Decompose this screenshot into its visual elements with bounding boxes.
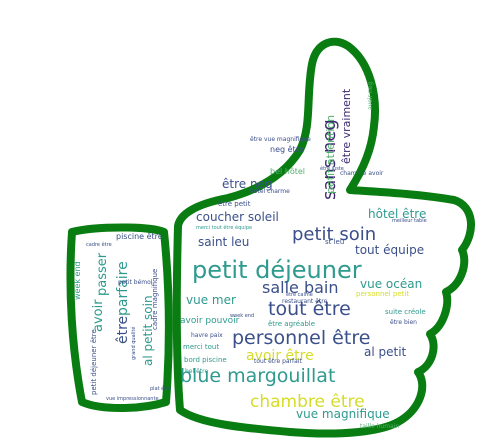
word-neg-etre: neg être <box>270 144 304 154</box>
word-vue-magnifique: vue magnifique <box>296 407 390 421</box>
word-havre-paix: havre paix <box>191 332 223 339</box>
word-vue-ocean: vue océan <box>360 277 422 291</box>
word-parfaire: parfaire <box>115 261 131 316</box>
word-piscine-etre: piscine être <box>116 231 163 241</box>
word-merci-tout: merci tout <box>183 343 219 351</box>
word-meilleur-table: meilleur table <box>392 218 427 224</box>
word-grand-qualite: grand qualité <box>130 327 137 360</box>
word-sans-neg: sans neg <box>319 119 340 200</box>
word-petit-attention: petit attention <box>324 115 337 194</box>
word-plat-etre: plat être <box>150 385 171 392</box>
word-etre-left: être <box>115 316 131 344</box>
thumb-hand-outline <box>172 37 476 438</box>
word-avoir: avoir <box>91 299 106 332</box>
word-al-petit-soin: al petit soin <box>141 295 155 366</box>
word-bel-etre: bel être <box>185 368 208 375</box>
word-bord-piscine: bord piscine <box>184 356 227 364</box>
word-suite-creole: suite créole <box>385 308 426 316</box>
word-cadre-etre: cadre être <box>86 241 112 248</box>
word-tout-equipe: tout équipe <box>355 243 424 257</box>
word-etre-vraiment: être vraiment <box>340 88 353 164</box>
word-avoir-pouvoir: avoir pouvoir <box>180 316 240 326</box>
word-chambre-etre: chambre être <box>250 392 365 412</box>
word-bel-hotel: bel hôtel <box>270 166 305 176</box>
word-st-leu: st leu <box>325 238 344 246</box>
word-blue-margouillat: blue margouillat <box>180 365 335 387</box>
word-etre-petit: être petit <box>218 200 251 208</box>
word-al-petit: al petit <box>364 345 407 359</box>
word-chambre-avoir: chambre avoir <box>340 170 384 177</box>
word-tout-etre-parfait: tout être parfait <box>254 358 302 365</box>
word-merci-tout-top: merci tout être équipe <box>196 224 252 231</box>
word-etre-juste: être juste <box>320 165 344 172</box>
word-etre-bien: être bien <box>390 319 417 326</box>
word-tout-etre: tout être <box>268 298 351 320</box>
word-petit-dejeuner-left: petit déjeuner être <box>90 329 98 395</box>
word-personnel-petit: personnel petit <box>356 290 409 298</box>
word-personnel-etre: personnel être <box>232 327 370 349</box>
word-vue-mer: vue mer <box>186 293 236 307</box>
word-cadre-magnifique: cadre magnifique <box>151 269 159 330</box>
word-petit-bemol: petit bémol <box>118 279 153 286</box>
word-avoir-etre-main: avoir être <box>246 348 314 364</box>
word-restaurant-etre: restaurant être <box>282 298 328 305</box>
word-taille-humain: taille humain <box>360 423 399 430</box>
word-saint-leu: saint leu <box>198 235 249 249</box>
word-avoir-neg: avoir neg <box>367 82 374 110</box>
word-hotel-charme: hôtel charme <box>250 188 290 195</box>
word-vue-impressionnante: vue impressionnante <box>106 396 159 402</box>
word-week-end: week end <box>73 261 82 300</box>
word-coucher-soleil: coucher soleil <box>196 210 279 224</box>
word-salle-bain: salle bain <box>262 278 339 297</box>
word-week-end2: week end <box>230 313 254 319</box>
sleeve-outline <box>66 223 173 412</box>
word-etre-calme: être calme <box>286 291 313 298</box>
word-petit-dejeuner: petit déjeuner <box>192 256 362 284</box>
word-etre-agreable: être agréable <box>268 320 315 328</box>
word-vue-magnifique-small: être vue magnifique <box>250 136 311 143</box>
word-petit-soin-main: petit soin <box>292 224 376 245</box>
word-passer: passer <box>95 252 110 296</box>
word-hotel-etre: hôtel être <box>368 207 426 221</box>
word-etre-neg: être neg <box>222 177 273 191</box>
